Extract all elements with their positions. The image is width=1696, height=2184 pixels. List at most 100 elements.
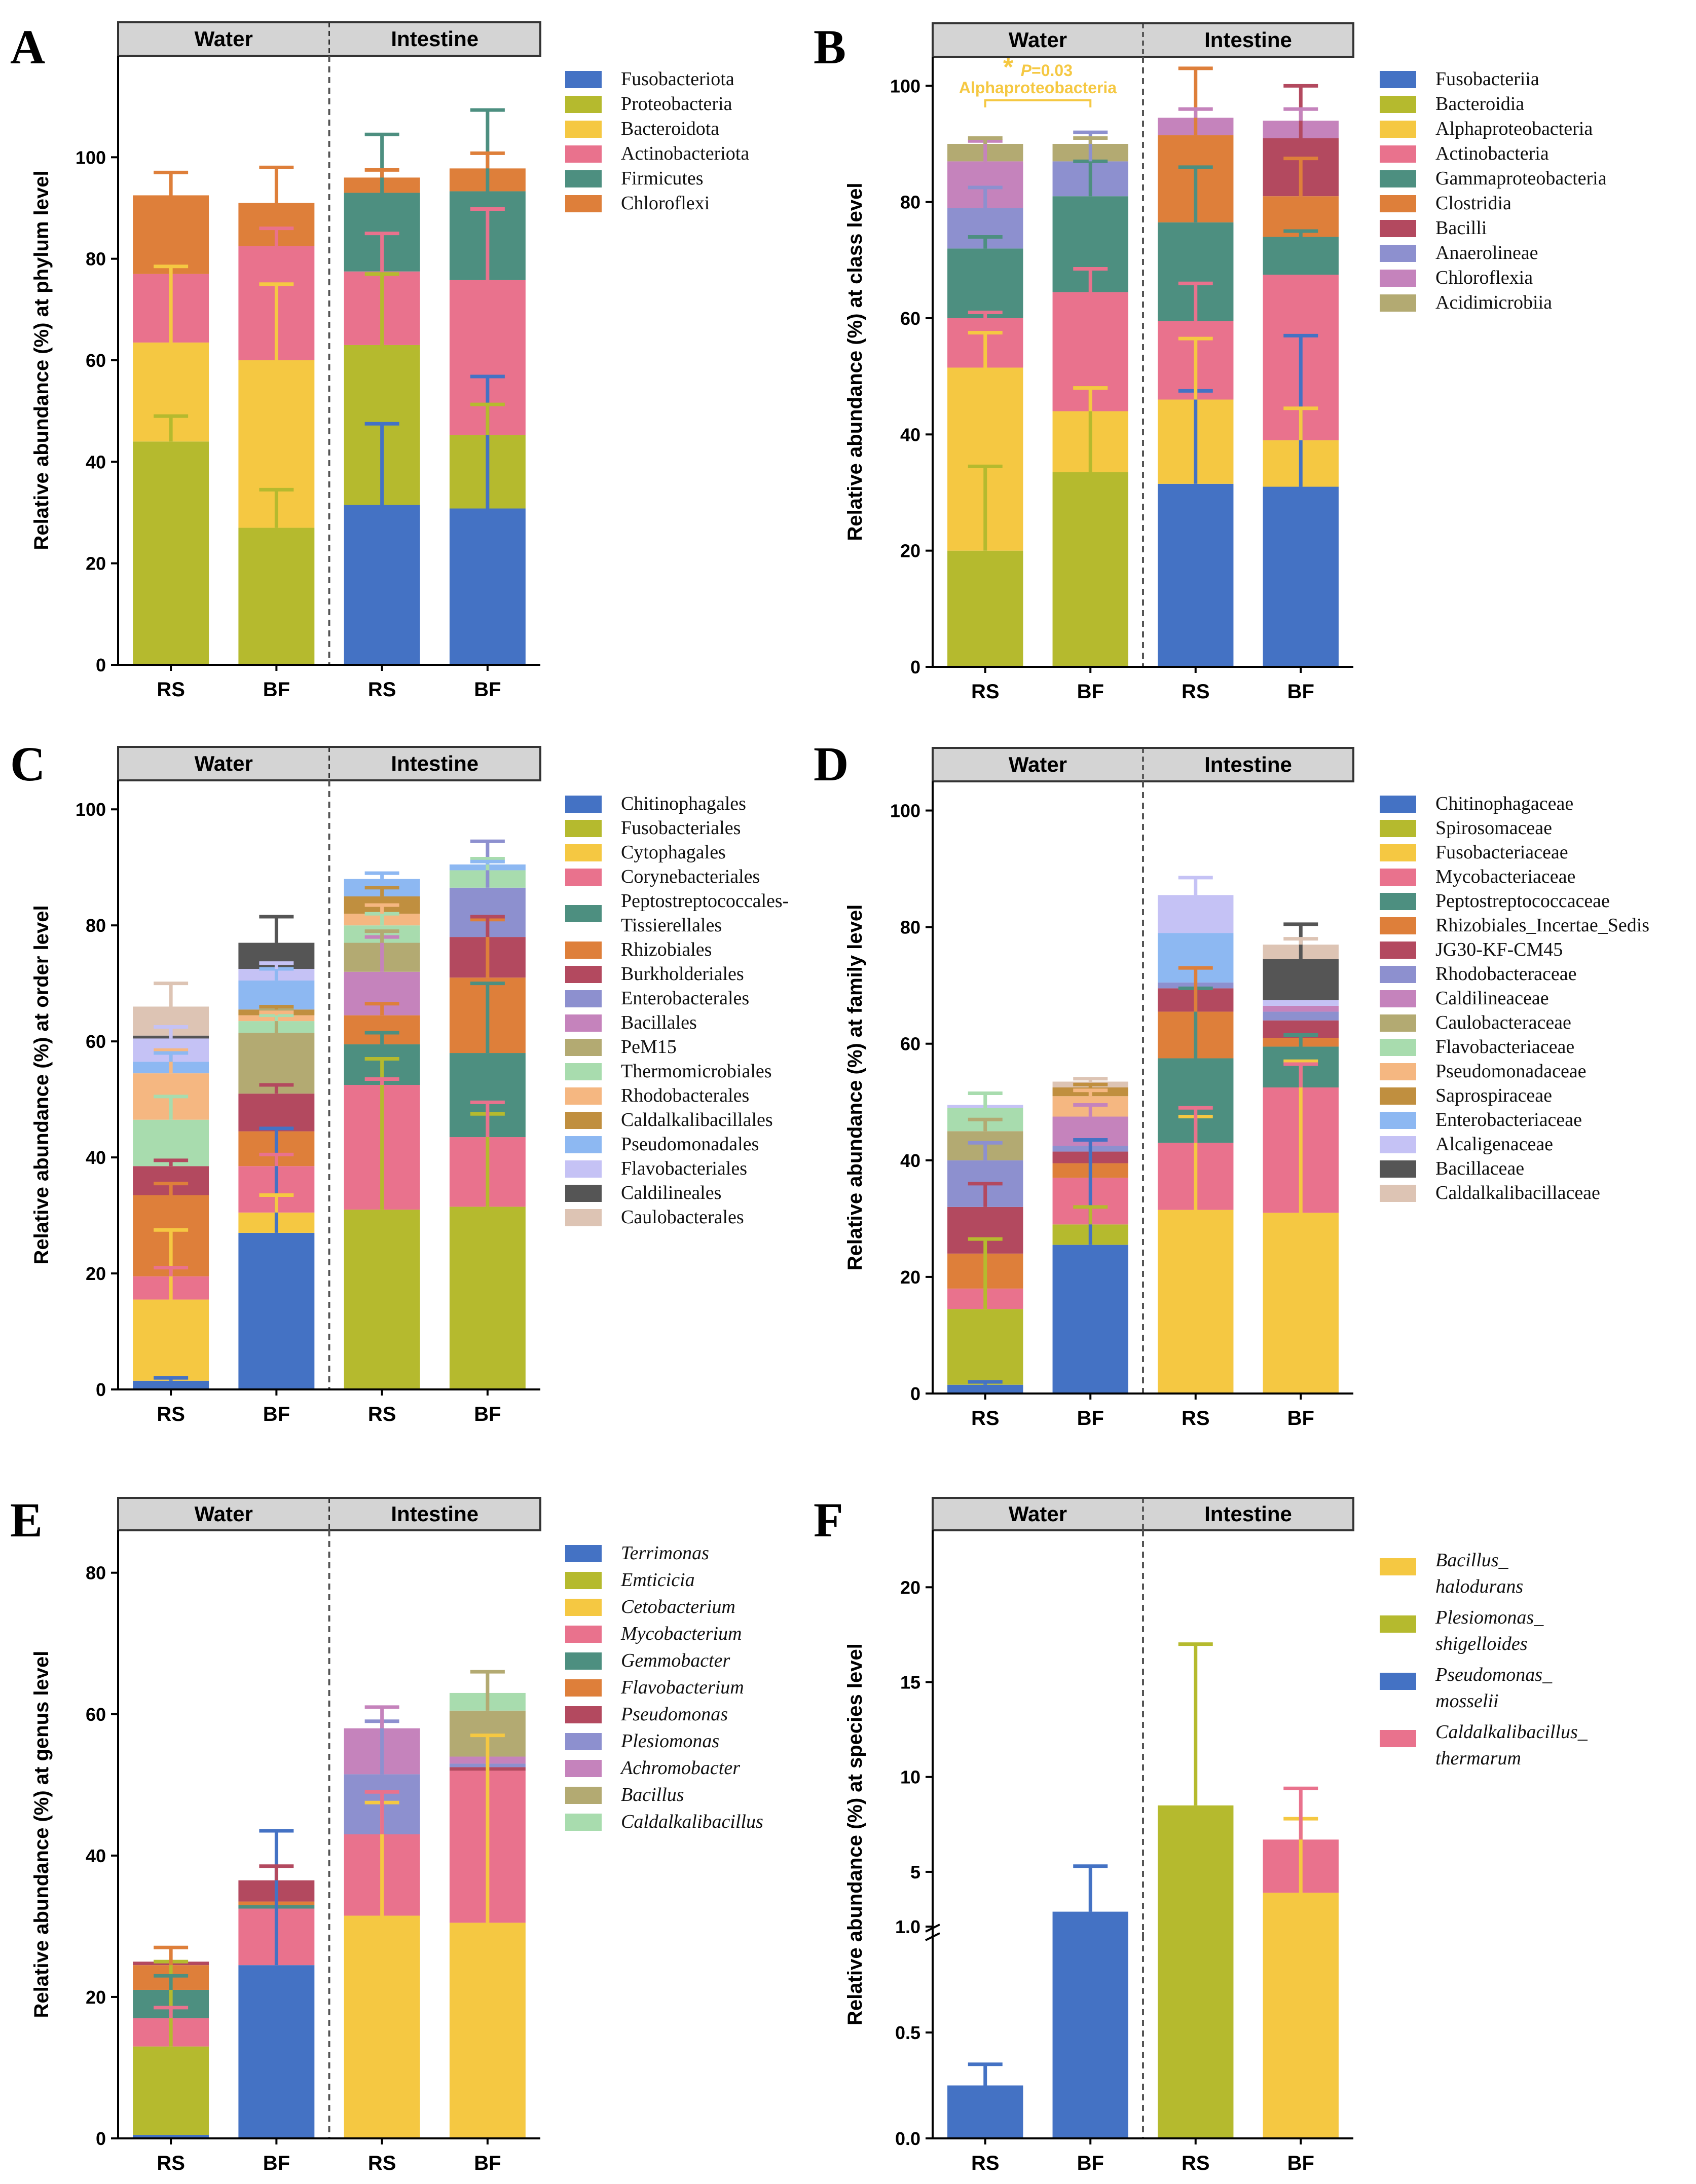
legend-swatch-rhodobacteraceae (1380, 966, 1416, 983)
legend: Fusobacteriota Proteobacteria Bacteroidota… (565, 68, 749, 214)
bar-fusobacteriota-3 (344, 505, 420, 665)
legend-swatch-saprospiraceae (1380, 1087, 1416, 1105)
legend-label-plesiomonas-shigelloides: shigelloides (1435, 1633, 1528, 1654)
legend-label-pem15: PeM15 (621, 1036, 677, 1058)
legend-swatch-enterobacterales (565, 990, 602, 1007)
legend: Chitinophagales Fusobacteriales Cytophagal… (565, 793, 789, 1228)
x-tick-label: RS (971, 2152, 1000, 2174)
bar-burkholderiales-2 (238, 1094, 315, 1132)
strip-label-intestine: Intestine (1204, 752, 1292, 776)
y-axis-label: Relative abundance (%) at phylum level (30, 170, 53, 550)
legend: Terrimonas Emticicia Cetobacterium Mycobact… (565, 1542, 763, 1832)
legend-label-chitinophagales: Chitinophagales (621, 793, 746, 814)
y-tick-label: 80 (86, 1563, 106, 1584)
legend-swatch-gemmobacter (565, 1652, 602, 1670)
legend-label-actinobacteria: Actinobacteria (1435, 143, 1549, 164)
strip-label-intestine: Intestine (1204, 1502, 1292, 1526)
y-tick-label: 5 (910, 1862, 920, 1882)
legend-label-bacillus-halodurans: halodurans (1435, 1576, 1523, 1597)
strip-label-water: Water (195, 751, 253, 775)
legend-swatch-fusobacteriaceae (1380, 844, 1416, 861)
legend-label-pseudomonadaceae: Pseudomonadaceae (1435, 1061, 1587, 1082)
legend-swatch-fusobacteriota (565, 71, 602, 88)
legend-label-alcaligenaceae: Alcaligenaceae (1435, 1134, 1553, 1155)
y-axis-label: Relative abundance (%) at family level (844, 905, 866, 1270)
y-tick-label: 80 (86, 249, 106, 270)
legend-label-plesiomonas-shigelloides: Plesiomonas_ (1435, 1607, 1544, 1628)
legend-label-mycobacterium: Mycobacterium (620, 1623, 742, 1644)
legend-label-firmicutes: Firmicutes (621, 168, 704, 189)
y-tick-label: 1.0 (895, 1916, 920, 1937)
legend-label-flavobacteriales: Flavobacteriales (621, 1158, 747, 1179)
bar-proteobacteria-1 (133, 441, 209, 665)
legend-swatch-anaerolineae (1380, 245, 1416, 262)
x-tick-label: RS (368, 1403, 396, 1425)
legend-label-caldalkalibacillales: Caldalkalibacillales (621, 1109, 773, 1131)
legend-swatch-pseudomonas (565, 1706, 602, 1723)
bar-cetobacterium-3 (344, 1915, 420, 2138)
legend-swatch-rhizobiales-incertae-sedis (1380, 917, 1416, 934)
legend-label-spirosomaceae: Spirosomaceae (1435, 817, 1552, 839)
bar-fusobacteriaceae-4 (1263, 1213, 1339, 1394)
legend-swatch-firmicutes (565, 170, 602, 187)
legend: Fusobacteriia Bacteroidia Alphaproteobacte… (1380, 68, 1607, 313)
bar-plesiomonas-shigelloides-3 (1158, 1805, 1234, 2138)
strip-label-water: Water (1009, 28, 1067, 52)
bar-pseudomonadales-2 (238, 980, 315, 1010)
bar-bacillaceae-4 (1263, 959, 1339, 1000)
legend-swatch-clostridia (1380, 195, 1416, 212)
legend-swatch-caldalkalibacillus-thermarum (1380, 1730, 1416, 1747)
strip-label-water: Water (195, 27, 253, 51)
bar-bacillus-halodurans-4 (1263, 1893, 1339, 2138)
x-tick-label: BF (474, 2152, 501, 2174)
y-tick-label: 20 (86, 1263, 106, 1284)
y-axis-label: Relative abundance (%) at genus level (30, 1651, 53, 2018)
y-tick-label: 0 (910, 1383, 920, 1404)
legend-swatch-pseudomonas-mosselii (1380, 1673, 1416, 1690)
bar-bacteroidia-1 (947, 550, 1023, 667)
legend-label-bacteroidia: Bacteroidia (1435, 93, 1524, 115)
legend-label-gammaproteobacteria: Gammaproteobacteria (1435, 168, 1607, 189)
y-tick-label: 60 (86, 350, 106, 371)
legend-swatch-pseudomonadaceae (1380, 1063, 1416, 1080)
legend-swatch-gammaproteobacteria (1380, 170, 1416, 187)
x-tick-label: BF (263, 679, 290, 701)
legend-swatch-caldilineales (565, 1185, 602, 1202)
bar-terrimonas-1 (133, 2135, 209, 2138)
legend-swatch-cytophagales (565, 844, 602, 861)
legend-label-fusobacteriales: Fusobacteriales (621, 817, 741, 839)
legend-swatch-fusobacteriia (1380, 71, 1416, 88)
legend-label-caldalkalibacillus: Caldalkalibacillus (621, 1811, 763, 1832)
panel-letter: B (814, 20, 846, 74)
y-tick-label: 100 (890, 801, 920, 821)
bar-alcaligenaceae-3 (1158, 895, 1234, 933)
y-tick-label: 100 (890, 76, 920, 96)
legend-label-caulobacterales: Caulobacterales (621, 1207, 744, 1228)
legend-swatch-rhizobiales (565, 942, 602, 959)
legend-swatch-cetobacterium (565, 1599, 602, 1616)
legend-swatch-alcaligenaceae (1380, 1136, 1416, 1153)
y-tick-label: 60 (86, 1031, 106, 1052)
legend-swatch-flavobacteriaceae (1380, 1039, 1416, 1056)
significance-taxon: Alphaproteobacteria (959, 79, 1117, 97)
legend-label-caldilineaceae: Caldilineaceae (1435, 988, 1549, 1009)
legend-swatch-caulobacteraceae (1380, 1014, 1416, 1032)
bar-terrimonas-2 (238, 1965, 315, 2138)
legend-swatch-bacteroidia (1380, 96, 1416, 113)
legend: Chitinophagaceae Spirosomaceae Fusobacteri… (1380, 793, 1649, 1203)
y-tick-label: 100 (76, 147, 106, 168)
legend-swatch-bacillales (565, 1014, 602, 1032)
legend-label-bacilli: Bacilli (1435, 217, 1487, 239)
x-tick-label: BF (474, 1403, 501, 1425)
y-tick-label: 0.0 (895, 2128, 920, 2149)
legend-label-fusobacteriota: Fusobacteriota (621, 68, 734, 90)
legend-label-flavobacteriaceae: Flavobacteriaceae (1435, 1036, 1574, 1058)
legend-label-bacillus-halodurans: Bacillus_ (1435, 1550, 1509, 1571)
axis-break-mark (925, 1932, 940, 1941)
y-axis-label: Relative abundance (%) at order level (30, 905, 53, 1264)
legend-label-rhodobacterales: Rhodobacterales (621, 1085, 749, 1106)
bar-spirosomaceae-1 (947, 1309, 1023, 1385)
bar-caldilineaceae-4 (1263, 1005, 1339, 1012)
y-tick-label: 0 (96, 1379, 106, 1400)
bar-fusobacteriales-3 (344, 1210, 420, 1389)
